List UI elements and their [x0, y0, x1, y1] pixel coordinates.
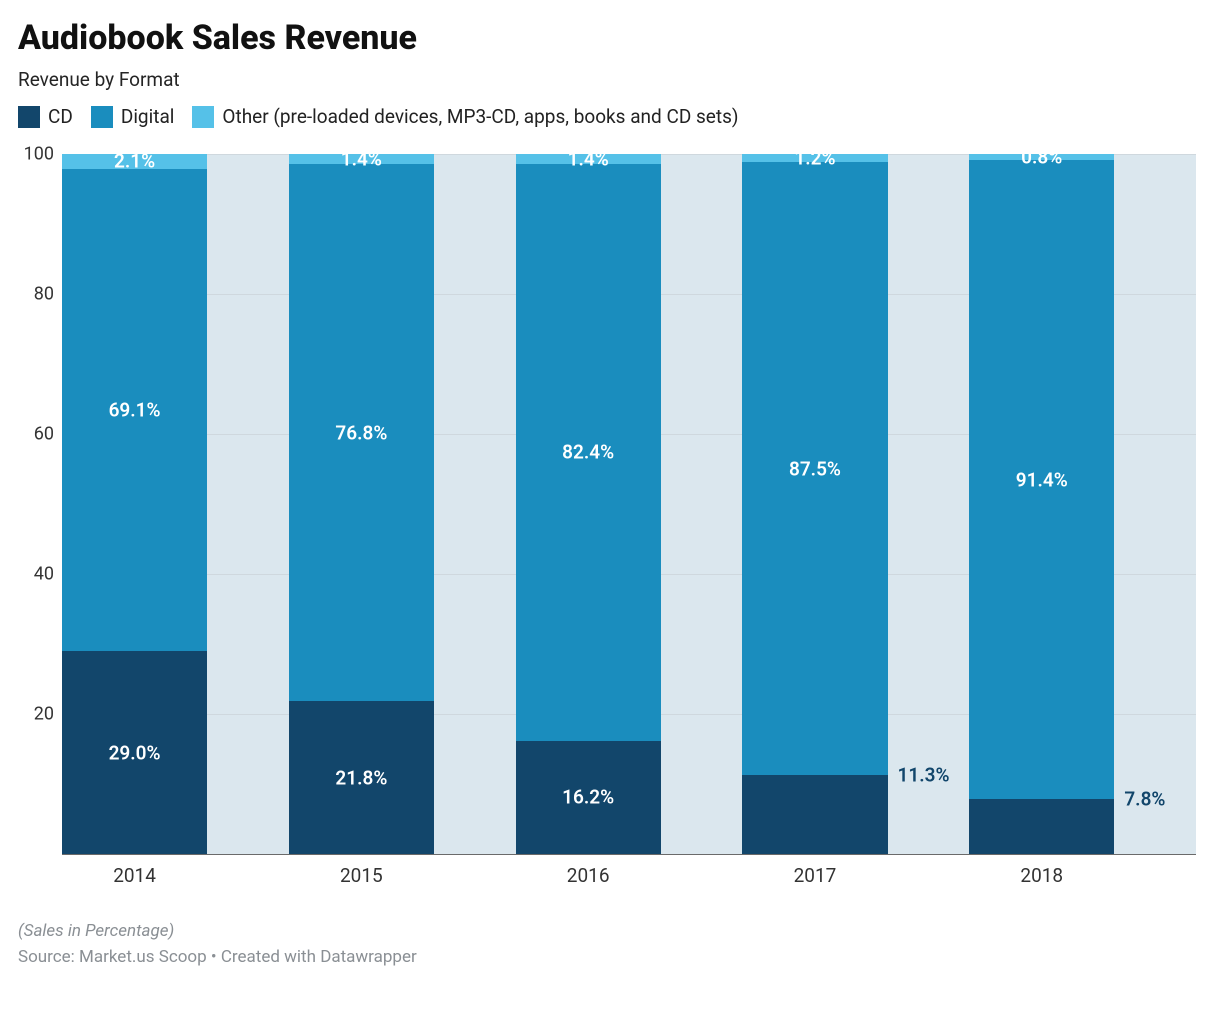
chart-subtitle: Revenue by Format [18, 68, 1196, 91]
chart-title: Audiobook Sales Revenue [18, 18, 1196, 58]
y-tick: 60 [34, 424, 54, 445]
bar-segment-cd: 11.3% [742, 775, 887, 854]
bar-slot: 11.3% 87.5% 1.2% [742, 154, 969, 854]
bar-segment-label: 21.8% [335, 766, 387, 789]
bar-segment-label: 1.4% [568, 147, 609, 170]
legend-item-other: Other (pre-loaded devices, MP3-CD, apps,… [192, 105, 738, 128]
legend-swatch-icon [192, 106, 214, 128]
legend-item-digital: Digital [91, 105, 175, 128]
legend-swatch-icon [91, 106, 113, 128]
x-tick-label: 2015 [289, 864, 434, 887]
x-tick: 2017 [742, 864, 969, 887]
bars-row: 29.0% 69.1% 2.1% 21.8% 76.8% 1.4% 16.2% 82.4% 1.… [62, 154, 1196, 854]
bar-segment-cd: 7.8% [969, 799, 1114, 854]
gridline-baseline [62, 854, 1196, 855]
bar-segment-cd: 21.8% [289, 701, 434, 854]
legend-label: Digital [121, 105, 175, 128]
y-axis: 100 80 60 40 20 [18, 154, 62, 854]
bar-segment-other: 2.1% [62, 154, 207, 169]
bar-segment-digital: 82.4% [516, 164, 661, 741]
bar-segment-label: 1.4% [341, 147, 382, 170]
bar-segment-label: 16.2% [562, 786, 614, 809]
y-tick: 40 [34, 564, 54, 585]
bar-segment-digital: 76.8% [289, 164, 434, 702]
bar-segment-other: 0.8% [969, 154, 1114, 160]
x-tick: 2014 [62, 864, 289, 887]
legend-item-cd: CD [18, 105, 73, 128]
bar-slot: 16.2% 82.4% 1.4% [516, 154, 743, 854]
bar-segment-cd: 29.0% [62, 651, 207, 854]
y-tick: 100 [24, 144, 54, 165]
x-tick-label: 2014 [62, 864, 207, 887]
bar-segment-cd: 16.2% [516, 741, 661, 854]
bar: 16.2% 82.4% 1.4% [516, 154, 661, 854]
x-tick: 2018 [969, 864, 1196, 887]
bar-segment-label: 2.1% [114, 150, 155, 173]
bar-segment-other: 1.2% [742, 154, 887, 162]
x-tick: 2016 [516, 864, 743, 887]
y-tick: 20 [34, 704, 54, 725]
bar-segment-other: 1.4% [516, 154, 661, 164]
legend-swatch-icon [18, 106, 40, 128]
bar-segment-label: 11.3% [898, 763, 950, 786]
plot-area: 29.0% 69.1% 2.1% 21.8% 76.8% 1.4% 16.2% 82.4% 1.… [62, 154, 1196, 854]
bar: 29.0% 69.1% 2.1% [62, 154, 207, 854]
bar-segment-label: 91.4% [1016, 468, 1068, 491]
bar: 7.8% 91.4% 0.8% [969, 154, 1114, 854]
bar-slot: 21.8% 76.8% 1.4% [289, 154, 516, 854]
bar-slot: 29.0% 69.1% 2.1% [62, 154, 289, 854]
legend-label: CD [48, 105, 73, 128]
bar: 11.3% 87.5% 1.2% [742, 154, 887, 854]
x-tick: 2015 [289, 864, 516, 887]
legend-label: Other (pre-loaded devices, MP3-CD, apps,… [222, 105, 738, 128]
bar-segment-label: 69.1% [109, 399, 161, 422]
legend: CD Digital Other (pre-loaded devices, MP… [18, 105, 1196, 128]
x-tick-label: 2017 [742, 864, 887, 887]
footer-source: Source: Market.us Scoop • Created with D… [18, 947, 1196, 967]
x-tick-label: 2018 [969, 864, 1114, 887]
footer-note: (Sales in Percentage) [18, 921, 1196, 941]
bar-segment-digital: 87.5% [742, 162, 887, 775]
y-tick: 80 [34, 284, 54, 305]
chart-plot-wrap: 100 80 60 40 20 29.0% 69.1% 2.1% 21.8% 76.8%… [18, 154, 1196, 854]
bar-segment-other: 1.4% [289, 154, 434, 164]
bar-segment-digital: 91.4% [969, 160, 1114, 800]
bar-segment-digital: 69.1% [62, 169, 207, 652]
bar-segment-label: 82.4% [562, 441, 614, 464]
bar-segment-label: 7.8% [1124, 788, 1165, 811]
bar-segment-label: 29.0% [109, 741, 161, 764]
bar-slot: 7.8% 91.4% 0.8% [969, 154, 1196, 854]
bar-segment-label: 0.8% [1021, 145, 1062, 168]
bar-segment-label: 87.5% [789, 457, 841, 480]
bar: 21.8% 76.8% 1.4% [289, 154, 434, 854]
x-tick-label: 2016 [516, 864, 661, 887]
bar-segment-label: 76.8% [335, 421, 387, 444]
chart-container: Audiobook Sales Revenue Revenue by Forma… [0, 0, 1220, 985]
bar-segment-label: 1.2% [794, 147, 835, 170]
x-axis: 2014 2015 2016 2017 2018 [62, 864, 1196, 887]
